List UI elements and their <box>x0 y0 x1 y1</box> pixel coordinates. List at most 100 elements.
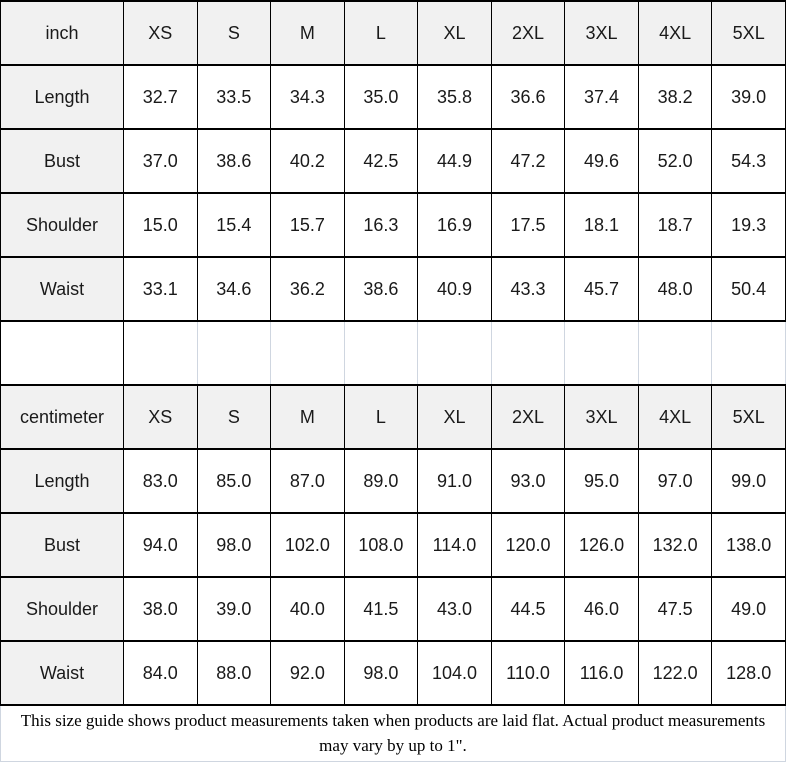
value-cell: 44.5 <box>490 576 566 642</box>
value-cell: 36.6 <box>490 64 566 130</box>
value-cell: 85.0 <box>196 448 272 514</box>
value-cell: 37.0 <box>123 128 198 194</box>
value-cell: 46.0 <box>564 576 639 642</box>
value-cell: 39.0 <box>711 64 786 130</box>
value-cell: 97.0 <box>637 448 713 514</box>
value-cell: 38.6 <box>196 128 272 194</box>
value-cell: 43.0 <box>417 576 492 642</box>
value-cell: 110.0 <box>490 640 566 706</box>
value-cell: 40.2 <box>270 128 345 194</box>
value-cell: 126.0 <box>564 512 639 578</box>
size-header-cell: S <box>196 0 272 66</box>
size-header-cell: L <box>343 0 419 66</box>
value-cell: 41.5 <box>343 576 419 642</box>
spacer-cell <box>343 320 419 386</box>
value-cell: 52.0 <box>637 128 713 194</box>
size-header-cell: S <box>196 384 272 450</box>
size-header-cell: M <box>270 384 345 450</box>
row-label: Shoulder <box>0 192 124 258</box>
value-cell: 33.5 <box>196 64 272 130</box>
measurement-row: Waist 84.0 88.0 92.0 98.0 104.0 110.0 116.0 122.… <box>0 640 786 706</box>
value-cell: 104.0 <box>417 640 492 706</box>
value-cell: 32.7 <box>123 64 198 130</box>
spacer-cell <box>196 320 272 386</box>
value-cell: 84.0 <box>123 640 198 706</box>
size-header-cell: 4XL <box>637 384 713 450</box>
value-cell: 98.0 <box>343 640 419 706</box>
spacer-row <box>0 320 786 386</box>
value-cell: 99.0 <box>711 448 786 514</box>
size-header-cell: XL <box>417 0 492 66</box>
value-cell: 33.1 <box>123 256 198 322</box>
value-cell: 49.0 <box>711 576 786 642</box>
unit-header-cell: inch <box>0 0 124 66</box>
spacer-cell <box>123 320 198 386</box>
value-cell: 102.0 <box>270 512 345 578</box>
size-guide-note: This size guide shows product measuremen… <box>0 706 786 762</box>
value-cell: 16.9 <box>417 192 492 258</box>
value-cell: 45.7 <box>564 256 639 322</box>
row-label: Shoulder <box>0 576 124 642</box>
measurement-row: Shoulder 15.0 15.4 15.7 16.3 16.9 17.5 18.1 18.7… <box>0 192 786 258</box>
spacer-cell <box>270 320 345 386</box>
value-cell: 44.9 <box>417 128 492 194</box>
spacer-cell <box>0 320 124 386</box>
value-cell: 92.0 <box>270 640 345 706</box>
size-header-cell: XS <box>123 0 198 66</box>
row-label: Length <box>0 64 124 130</box>
value-cell: 88.0 <box>196 640 272 706</box>
row-label: Waist <box>0 640 124 706</box>
value-cell: 15.7 <box>270 192 345 258</box>
value-cell: 39.0 <box>196 576 272 642</box>
value-cell: 18.7 <box>637 192 713 258</box>
value-cell: 138.0 <box>711 512 786 578</box>
size-header-cell: 5XL <box>711 0 786 66</box>
value-cell: 94.0 <box>123 512 198 578</box>
measurement-row: Shoulder 38.0 39.0 40.0 41.5 43.0 44.5 46.0 47.5… <box>0 576 786 642</box>
value-cell: 19.3 <box>711 192 786 258</box>
value-cell: 38.0 <box>123 576 198 642</box>
value-cell: 98.0 <box>196 512 272 578</box>
value-cell: 34.6 <box>196 256 272 322</box>
value-cell: 18.1 <box>564 192 639 258</box>
value-cell: 43.3 <box>490 256 566 322</box>
measurement-row: Length 83.0 85.0 87.0 89.0 91.0 93.0 95.0 97.0 99… <box>0 448 786 514</box>
row-label: Bust <box>0 512 124 578</box>
value-cell: 120.0 <box>490 512 566 578</box>
inch-header-row: inch XS S M L XL 2XL 3XL 4XL 5XL <box>0 0 786 66</box>
spacer-cell <box>490 320 566 386</box>
measurement-row: Bust 37.0 38.6 40.2 42.5 44.9 47.2 49.6 52.0 54.3 <box>0 128 786 194</box>
row-label: Length <box>0 448 124 514</box>
value-cell: 38.6 <box>343 256 419 322</box>
value-cell: 47.5 <box>637 576 713 642</box>
value-cell: 89.0 <box>343 448 419 514</box>
value-cell: 95.0 <box>564 448 639 514</box>
value-cell: 50.4 <box>711 256 786 322</box>
size-header-cell: M <box>270 0 345 66</box>
value-cell: 132.0 <box>637 512 713 578</box>
size-header-cell: 3XL <box>564 0 639 66</box>
value-cell: 47.2 <box>490 128 566 194</box>
value-cell: 37.4 <box>564 64 639 130</box>
value-cell: 15.0 <box>123 192 198 258</box>
size-header-cell: 3XL <box>564 384 639 450</box>
value-cell: 122.0 <box>637 640 713 706</box>
value-cell: 93.0 <box>490 448 566 514</box>
size-header-cell: XS <box>123 384 198 450</box>
value-cell: 54.3 <box>711 128 786 194</box>
measurement-row: Bust 94.0 98.0 102.0 108.0 114.0 120.0 126.0 132… <box>0 512 786 578</box>
value-cell: 116.0 <box>564 640 639 706</box>
value-cell: 35.8 <box>417 64 492 130</box>
value-cell: 38.2 <box>637 64 713 130</box>
centimeter-header-row: centimeter XS S M L XL 2XL 3XL 4XL 5XL <box>0 384 786 450</box>
value-cell: 87.0 <box>270 448 345 514</box>
value-cell: 34.3 <box>270 64 345 130</box>
value-cell: 15.4 <box>196 192 272 258</box>
value-cell: 91.0 <box>417 448 492 514</box>
measurement-row: Waist 33.1 34.6 36.2 38.6 40.9 43.3 45.7 48.0 50.… <box>0 256 786 322</box>
value-cell: 36.2 <box>270 256 345 322</box>
size-header-cell: 2XL <box>490 384 566 450</box>
value-cell: 16.3 <box>343 192 419 258</box>
value-cell: 83.0 <box>123 448 198 514</box>
